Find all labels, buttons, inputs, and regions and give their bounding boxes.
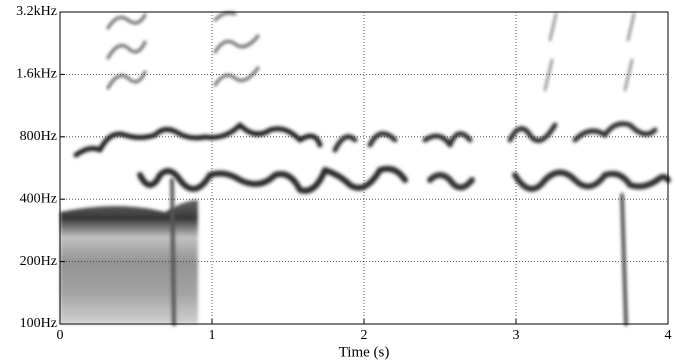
y-tick-label: 3.2kHz xyxy=(16,4,57,19)
x-tick-label: 4 xyxy=(665,328,672,343)
y-tick-label: 100Hz xyxy=(20,316,57,331)
y-tick-label: 400Hz xyxy=(20,191,57,206)
x-tick-label: 3 xyxy=(513,328,520,343)
x-tick-label: 0 xyxy=(57,328,64,343)
y-tick-label: 800Hz xyxy=(20,129,57,144)
y-tick-label: 1.6kHz xyxy=(16,67,57,82)
y-tick-label: 200Hz xyxy=(20,254,57,269)
x-tick-label: 2 xyxy=(361,328,368,343)
x-axis-label: Time (s) xyxy=(339,344,390,360)
x-tick-label: 1 xyxy=(209,328,216,343)
